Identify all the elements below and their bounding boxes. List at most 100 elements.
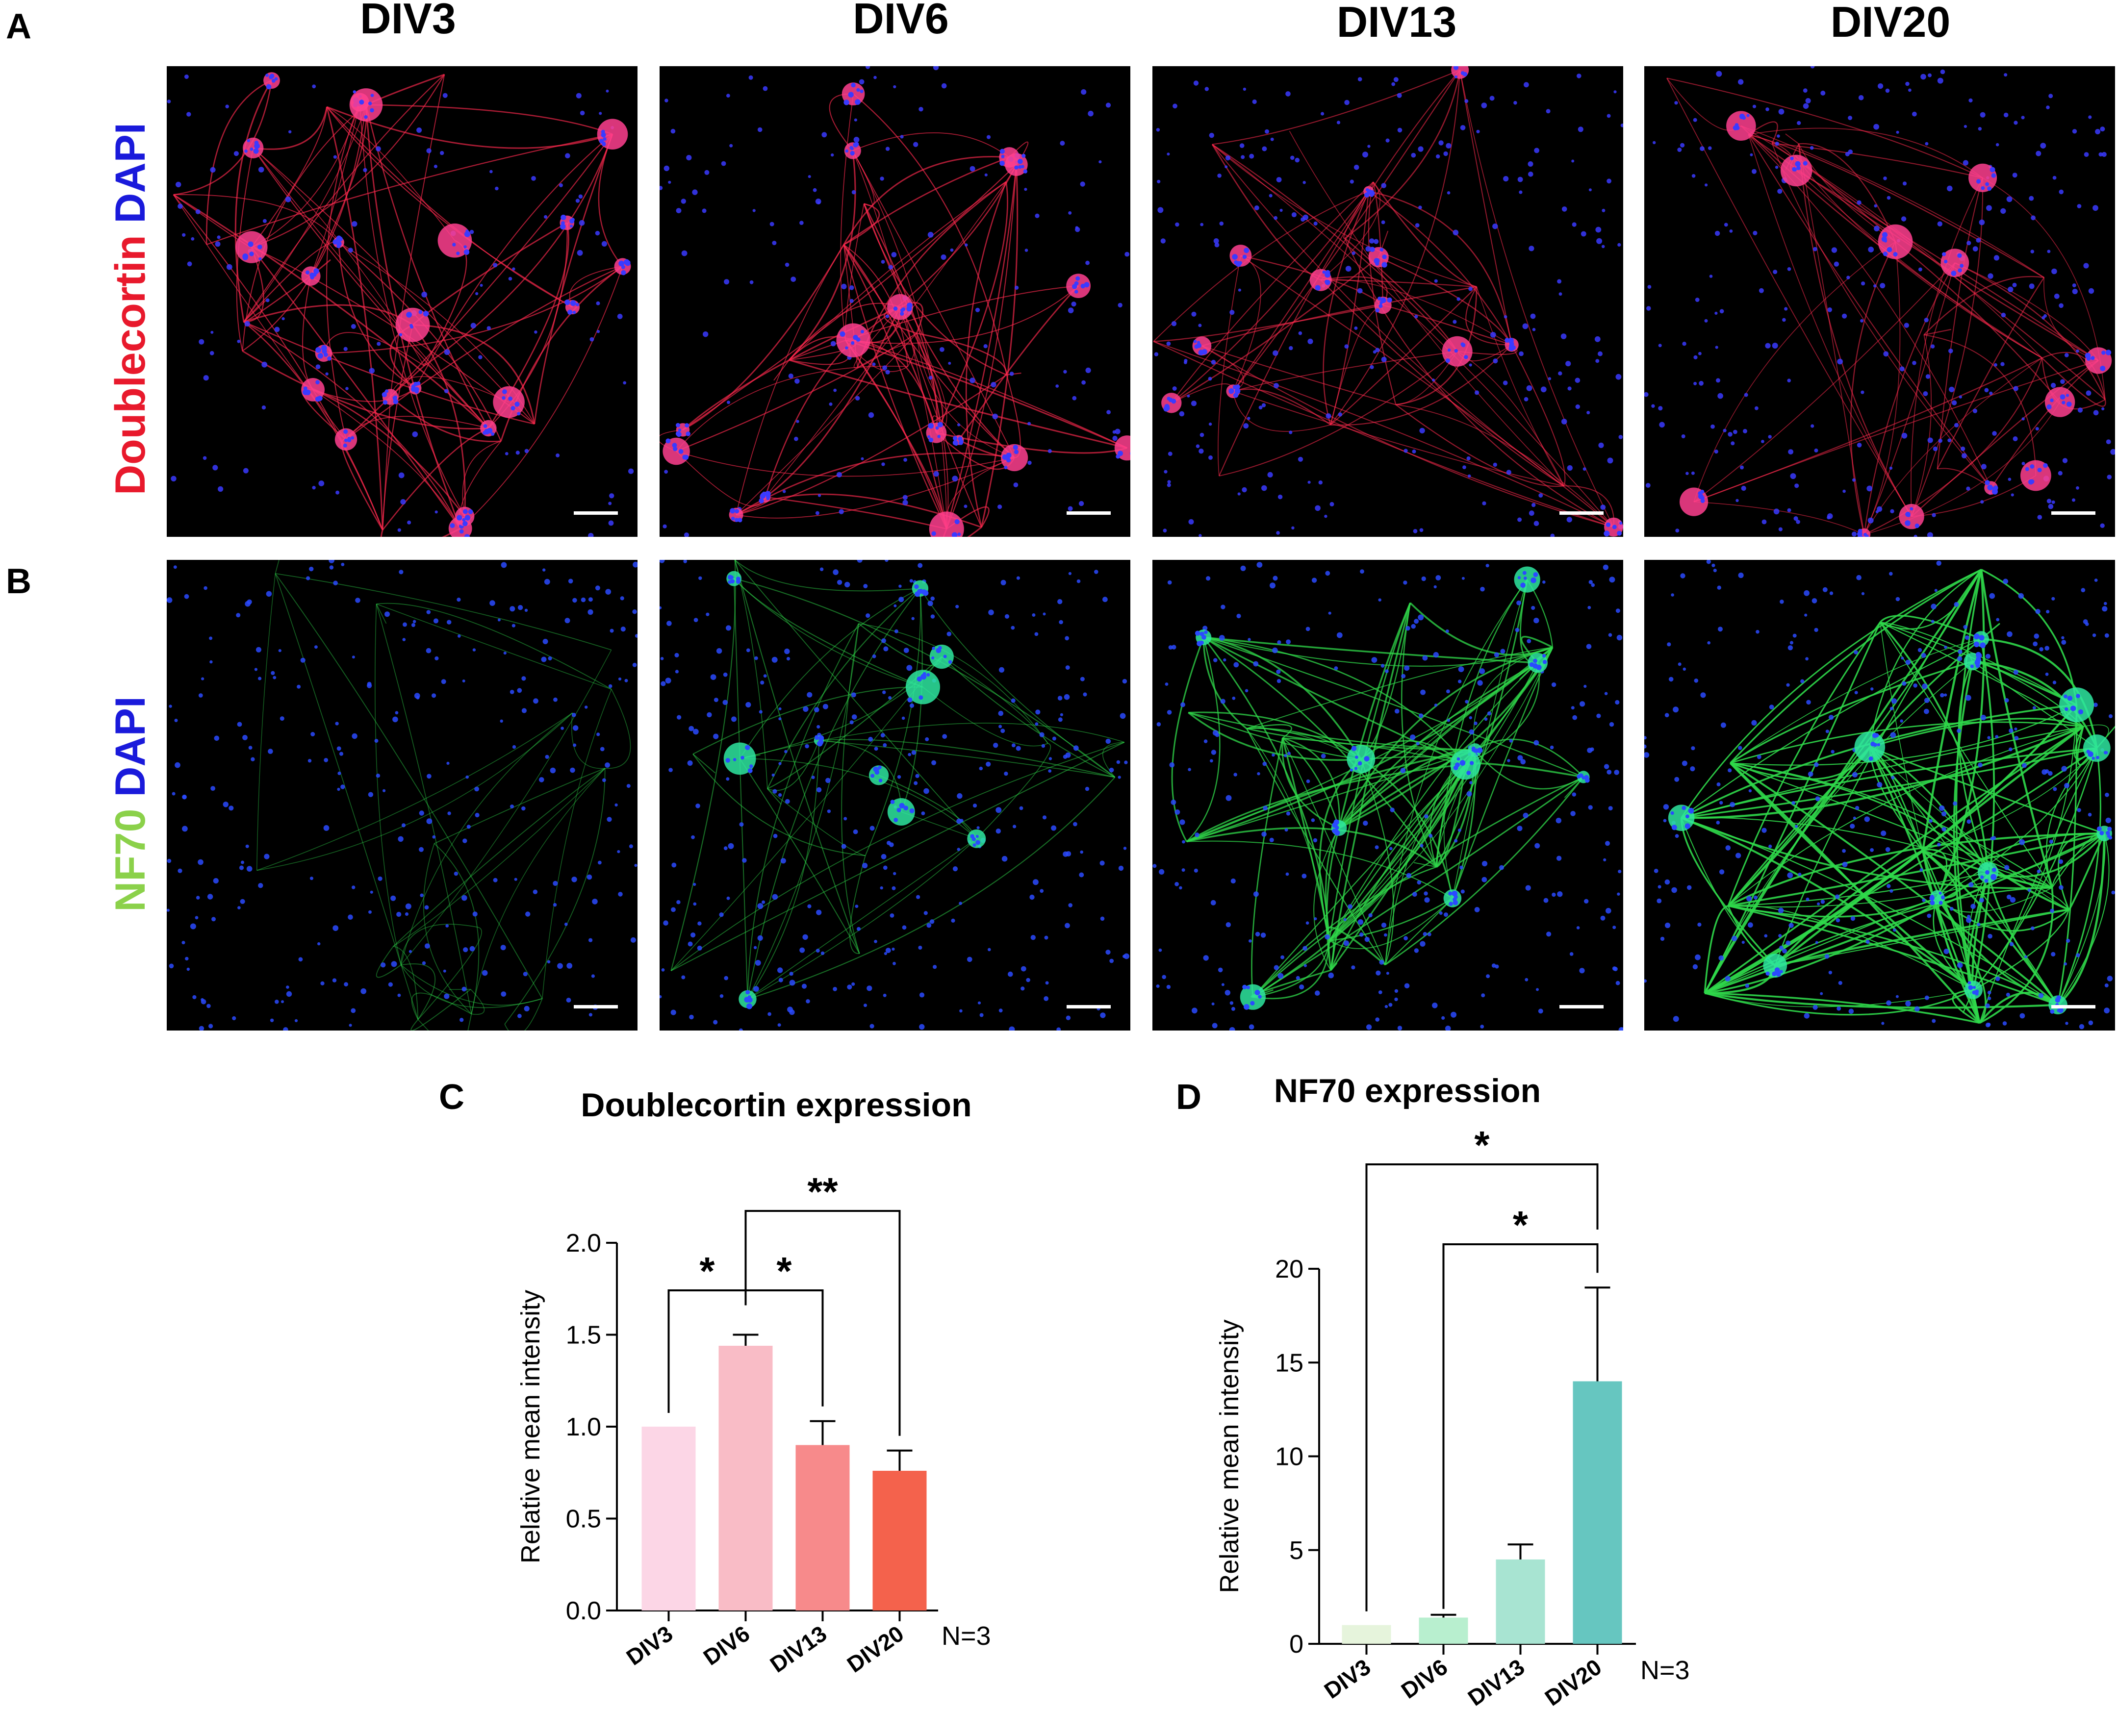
nucleus [315, 364, 321, 369]
nucleus [1224, 990, 1230, 996]
nucleus [763, 674, 767, 678]
nucleus [859, 79, 865, 85]
nucleus [2049, 839, 2053, 844]
nucleus [1532, 663, 1538, 669]
nucleus [1970, 904, 1976, 909]
nucleus [1247, 417, 1250, 420]
nucleus [347, 438, 352, 442]
nucleus [816, 787, 822, 793]
nucleus [2051, 268, 2057, 275]
nucleus [1958, 649, 1963, 654]
nucleus [1400, 768, 1406, 774]
neurite [1796, 170, 2099, 361]
nucleus [409, 324, 413, 327]
nucleus [2109, 714, 2113, 718]
nucleus [511, 624, 515, 628]
nucleus [778, 717, 782, 721]
nucleus [1181, 868, 1185, 872]
neurite [682, 164, 1017, 430]
neurite [312, 389, 461, 529]
nucleus [1284, 828, 1288, 832]
neurite [256, 573, 276, 871]
nucleus [1528, 161, 1533, 167]
neurite [958, 285, 1079, 441]
nucleus [845, 149, 848, 153]
nucleus [1055, 384, 1059, 388]
nucleus [634, 864, 638, 867]
nucleus [901, 716, 905, 720]
nucleus [2051, 500, 2055, 504]
nucleus [578, 194, 583, 199]
nucleus [863, 584, 868, 588]
nucleus [726, 777, 730, 781]
nucleus [1887, 196, 1891, 200]
neurite [916, 332, 1008, 375]
neurite [1313, 828, 1340, 971]
nucleus [1256, 562, 1263, 568]
nucleus [998, 1008, 1003, 1013]
nucleus [958, 436, 963, 441]
nucleus [1855, 805, 1860, 810]
nucleus [1877, 743, 1881, 747]
nucleus [1100, 1012, 1106, 1018]
nucleus [454, 871, 459, 876]
nucleus [1709, 275, 1713, 278]
nucleus [383, 789, 386, 792]
neurite [173, 194, 347, 440]
nucleus [1001, 855, 1008, 862]
nucleus [1277, 494, 1283, 500]
nucleus [297, 684, 301, 689]
nucleus [1542, 580, 1546, 584]
nucleus [1221, 604, 1225, 609]
nucleus [485, 430, 489, 433]
nucleus [728, 843, 734, 849]
nucleus [2046, 610, 2050, 614]
nucleus [501, 562, 507, 568]
nucleus [468, 509, 473, 514]
neurite [767, 788, 866, 856]
nucleus [801, 983, 807, 989]
nucleus [2014, 121, 2018, 125]
nucleus [2030, 464, 2035, 469]
nucleus [243, 468, 249, 474]
nucleus [1085, 786, 1090, 791]
nucleus [1004, 614, 1010, 619]
neurite [936, 181, 1008, 433]
nucleus [1431, 378, 1435, 382]
nucleus [1684, 823, 1690, 829]
nucleus [1173, 103, 1177, 109]
nucleus [1365, 188, 1369, 192]
neurite [1741, 125, 2044, 278]
nucleus [1466, 771, 1471, 775]
nucleus [2070, 705, 2076, 711]
nucleus [351, 1008, 356, 1013]
nucleus [668, 180, 671, 184]
nucleus [303, 386, 307, 391]
nucleus [1508, 337, 1514, 344]
nucleus [983, 344, 988, 349]
nucleus [1612, 525, 1617, 529]
nucleus [1588, 805, 1593, 810]
nucleus [1572, 715, 1578, 720]
nucleus [400, 499, 406, 505]
nucleus [1047, 449, 1052, 453]
neurite [173, 194, 489, 429]
nucleus [693, 729, 699, 735]
nucleus [1328, 972, 1334, 979]
nucleus [1682, 760, 1687, 766]
neurite [1911, 334, 1932, 517]
nucleus [759, 710, 763, 714]
nucleus [1174, 809, 1180, 815]
nucleus [1242, 984, 1247, 990]
nucleus [1461, 343, 1466, 348]
nucleus [1561, 419, 1567, 425]
nucleus [249, 252, 254, 256]
nucleus [541, 656, 547, 662]
neurite [410, 989, 471, 1031]
nucleus [1580, 701, 1585, 707]
neurite [1912, 475, 2036, 517]
nucleus [747, 997, 751, 1001]
nucleus [1249, 153, 1254, 159]
nucleus [1788, 449, 1794, 454]
nucleus [1991, 173, 1996, 178]
